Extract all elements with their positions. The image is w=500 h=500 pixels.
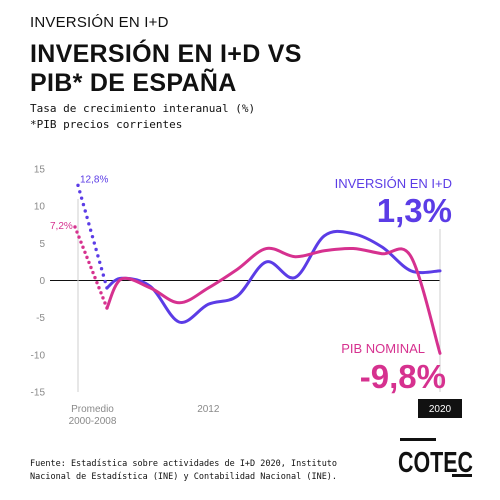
- average-connector-dot: [90, 234, 95, 239]
- average-connector-dot: [96, 254, 100, 258]
- average-connector-dot: [99, 291, 103, 295]
- average-connector-dot: [85, 215, 89, 220]
- average-connector-dot: [89, 265, 93, 270]
- average-connector-dot: [94, 247, 98, 252]
- average-connector-dot: [73, 225, 77, 229]
- series-line: [105, 229, 442, 324]
- y-tick-label: -10: [31, 350, 46, 361]
- series-line: [105, 246, 442, 355]
- y-tick-label: 10: [34, 202, 46, 213]
- highlight-year-box: [418, 399, 462, 418]
- subtitle-line-1: Tasa de crecimiento interanual (%): [30, 102, 256, 115]
- logo-bottom-bar: [452, 474, 472, 477]
- gdp-value-label: -9,8%: [360, 358, 446, 395]
- average-connector-dot: [98, 260, 102, 264]
- average-connector-dot: [87, 260, 91, 265]
- y-tick-label: -5: [36, 313, 45, 324]
- logo-text: COTEC: [398, 447, 473, 479]
- y-tick-label: 0: [39, 276, 45, 287]
- average-connector-dot: [87, 222, 91, 226]
- x-tick-label: 2020: [429, 404, 452, 415]
- y-tick-label: -15: [31, 388, 46, 399]
- chart-title: INVERSIÓN EN I+D VS PIB* DE ESPAÑA: [30, 40, 302, 98]
- average-connector-dot: [79, 196, 84, 200]
- average-connector-dot: [77, 235, 81, 239]
- x-tick-label: Promedio: [71, 404, 114, 415]
- kicker: INVERSIÓN EN I+D: [30, 14, 169, 31]
- average-connector-dot: [103, 279, 107, 284]
- y-tick-label: 5: [39, 239, 45, 250]
- average-connector-dot: [97, 286, 101, 290]
- average-connector-dot: [83, 209, 87, 213]
- gdp-average-label: 7,2%: [50, 221, 73, 232]
- average-connector-dot: [83, 250, 87, 254]
- rd-average-label: 12,8%: [80, 174, 108, 185]
- title-line-2: PIB* DE ESPAÑA: [30, 69, 237, 97]
- average-connector-dot: [93, 275, 97, 280]
- x-tick-label: 2012: [197, 404, 220, 415]
- source-line-2: Nacional de Estadística (INE) y Contabil…: [30, 472, 338, 482]
- source-line-1: Fuente: Estadística sobre actividades de…: [30, 459, 338, 469]
- chart-labels: 12,8% 7,2% INVERSIÓN EN I+D1,3% PIB NOMINAL…: [50, 174, 452, 395]
- average-connector-dot: [101, 273, 106, 277]
- average-connector-dot: [79, 240, 83, 244]
- average-connector-dot: [85, 255, 89, 260]
- title-line-1: INVERSIÓN EN I+D VS: [30, 40, 302, 68]
- average-connector-dot: [81, 202, 86, 207]
- x-tick-label-2: 2000-2008: [69, 416, 117, 427]
- y-tick-label: 15: [34, 165, 46, 176]
- average-connector-dot: [75, 230, 79, 234]
- average-connector-dot: [101, 296, 105, 300]
- source-note: Fuente: Estadística sobre actividades de…: [30, 458, 390, 484]
- average-connector-dot: [88, 228, 93, 232]
- average-connector-dot: [76, 183, 80, 188]
- average-connector-dot: [92, 241, 96, 245]
- rd-value-label: 1,3%: [377, 192, 452, 229]
- chart-subtitle: Tasa de crecimiento interanual (%) *PIB …: [30, 101, 255, 133]
- rd-series-name: INVERSIÓN EN I+D: [335, 176, 452, 191]
- average-connector-dot: [95, 280, 99, 285]
- subtitle-line-2: *PIB precios corrientes: [30, 118, 183, 131]
- average-connector-dot: [78, 190, 82, 194]
- average-connector-dot: [99, 266, 104, 271]
- average-connector-dot: [81, 245, 85, 249]
- gdp-series-name: PIB NOMINAL: [341, 341, 425, 356]
- average-connector-dot: [103, 301, 107, 305]
- y-axis-ticks: 15 10 5 0 -5 -10 -15: [31, 165, 46, 399]
- chart-series: [73, 183, 442, 355]
- logo-top-bar: [400, 438, 436, 441]
- cotec-logo: COTEC: [398, 438, 473, 479]
- average-connector-dot: [91, 270, 95, 275]
